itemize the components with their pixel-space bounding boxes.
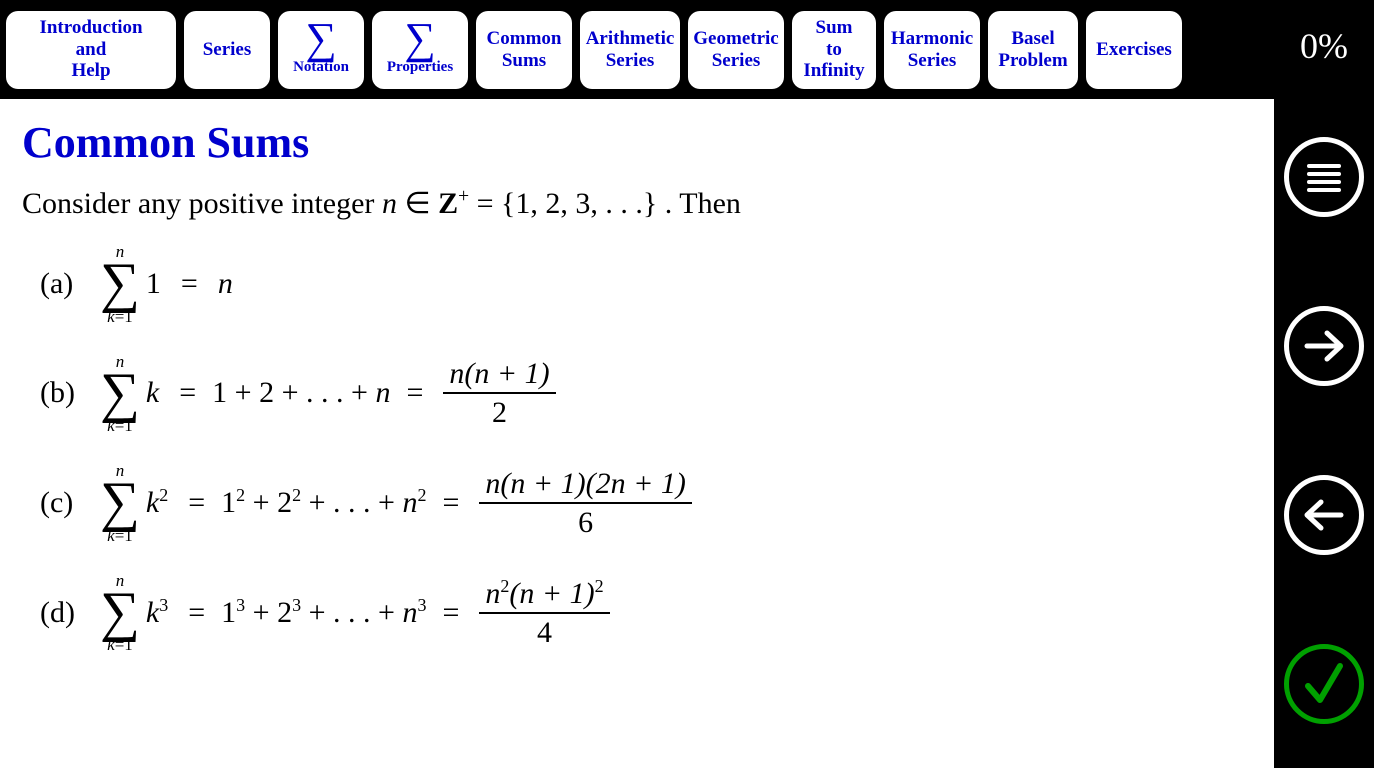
prev-button[interactable]	[1284, 475, 1364, 555]
closed-form: n2(n + 1)24	[479, 577, 609, 649]
check-icon	[1296, 656, 1352, 712]
sigma-icon: ∑	[404, 22, 435, 55]
toc-button[interactable]	[1284, 137, 1364, 217]
closed-form: n(n + 1)2	[443, 357, 555, 429]
prev-cell	[1274, 430, 1374, 599]
expansion: 1 + 2 + . . . + n	[212, 376, 390, 410]
nav-item-0[interactable]: Introduction and Help	[6, 11, 176, 89]
equals: =	[442, 596, 459, 630]
summand: k3	[146, 595, 168, 630]
equals: =	[181, 267, 198, 301]
sum-block: n∑k=1	[100, 572, 140, 654]
closed-form: n(n + 1)(2n + 1)6	[479, 467, 691, 539]
nav-item-9[interactable]: Basel Problem	[988, 11, 1078, 89]
lead-set: Z	[438, 187, 458, 220]
lead-set-sup: +	[458, 186, 469, 207]
lead-sentence: Consider any positive integer n ∈ Z+ = {…	[22, 186, 1254, 221]
lead-eq: = {1, 2, 3, . . .} .	[469, 187, 679, 220]
formula-label: (c)	[40, 486, 98, 520]
sum-block: n∑k=1	[100, 243, 140, 325]
progress-cell: 0%	[1274, 0, 1374, 93]
equals: =	[188, 486, 205, 520]
lead-prefix: Consider any positive integer	[22, 187, 382, 220]
nav-item-5[interactable]: Arithmetic Series	[580, 11, 680, 89]
lines-icon	[1299, 152, 1349, 202]
equals: =	[406, 376, 423, 410]
main-column: Introduction and HelpSeries ∑ Notation ∑ Pro…	[0, 0, 1274, 768]
nav-item-8[interactable]: Harmonic Series	[884, 11, 980, 89]
formula-row: (a)n∑k=11 = n	[40, 243, 1254, 325]
nav-item-6[interactable]: Geometric Series	[688, 11, 784, 89]
formula-label: (a)	[40, 267, 98, 301]
content-area: Common Sums Consider any positive intege…	[0, 99, 1274, 768]
formula-row: (c)n∑k=1k2 = 12 + 22 + . . . + n2 = n(n + 1)…	[40, 462, 1254, 544]
summand: k	[146, 376, 159, 410]
right-sidebar: 0%	[1274, 0, 1374, 768]
nav-item-4[interactable]: Common Sums	[476, 11, 572, 89]
lead-var: n	[382, 187, 397, 220]
nav-item-label: Notation	[293, 59, 349, 76]
top-nav: Introduction and HelpSeries ∑ Notation ∑ Pro…	[0, 0, 1274, 99]
check-button[interactable]	[1284, 644, 1364, 724]
nav-item-7[interactable]: Sum to Infinity	[792, 11, 876, 89]
lead-in: ∈	[397, 187, 438, 220]
expansion: 13 + 23 + . . . + n3	[221, 595, 426, 630]
next-button[interactable]	[1284, 306, 1364, 386]
page-title: Common Sums	[22, 117, 1254, 168]
equals: =	[179, 376, 196, 410]
formula-row: (d)n∑k=1k3 = 13 + 23 + . . . + n3 = n2(n + 1…	[40, 572, 1254, 654]
arrow-left-icon	[1299, 490, 1349, 540]
formula-list: (a)n∑k=11=n(b)n∑k=1k=1 + 2 + . . . + n=n…	[22, 243, 1254, 653]
summand: k2	[146, 485, 168, 520]
equals: =	[188, 596, 205, 630]
sigma-icon: ∑	[305, 22, 336, 55]
arrow-right-icon	[1299, 321, 1349, 371]
next-cell	[1274, 262, 1374, 431]
lead-then: Then	[679, 187, 741, 220]
rhs: n	[218, 267, 233, 301]
expansion: 12 + 22 + . . . + n2	[221, 485, 426, 520]
summand: 1	[146, 267, 161, 301]
progress-text: 0%	[1300, 25, 1348, 67]
nav-item-10[interactable]: Exercises	[1086, 11, 1182, 89]
sum-block: n∑k=1	[100, 353, 140, 435]
nav-item-3[interactable]: ∑ Properties	[372, 11, 468, 89]
nav-item-2[interactable]: ∑ Notation	[278, 11, 364, 89]
sum-block: n∑k=1	[100, 462, 140, 544]
formula-row: (b)n∑k=1k = 1 + 2 + . . . + n = n(n + 1)2	[40, 353, 1254, 435]
check-cell	[1274, 599, 1374, 768]
nav-item-1[interactable]: Series	[184, 11, 270, 89]
nav-item-label: Properties	[387, 59, 453, 76]
toc-cell	[1274, 93, 1374, 262]
formula-label: (b)	[40, 376, 98, 410]
formula-label: (d)	[40, 596, 98, 630]
equals: =	[442, 486, 459, 520]
